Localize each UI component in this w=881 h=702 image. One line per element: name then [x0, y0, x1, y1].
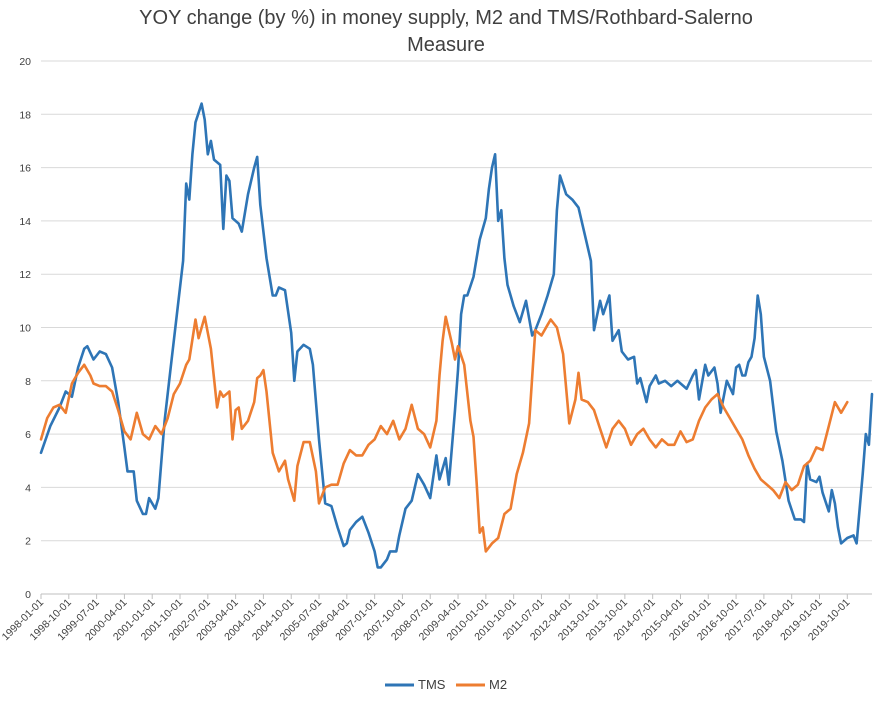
- y-tick-label: 10: [19, 323, 31, 335]
- gridlines: [41, 60, 872, 542]
- y-tick-label: 18: [19, 109, 31, 121]
- y-tick-label: 2: [25, 536, 31, 548]
- y-tick-label: 16: [19, 163, 31, 175]
- y-tick-label: 8: [25, 376, 31, 388]
- y-tick-label: 14: [19, 216, 31, 228]
- y-axis-ticks: 0 2 4 6 8 10 12 14 16 18 20: [19, 56, 31, 601]
- chart-title-line2: Measure: [407, 34, 485, 56]
- y-tick-label: 0: [25, 589, 31, 601]
- legend-label-tms: TMS: [418, 677, 446, 692]
- y-tick-label: 12: [19, 269, 31, 281]
- x-axis: 1998-01-011998-10-011999-07-012000-04-01…: [0, 593, 872, 643]
- y-tick-label: 4: [25, 482, 31, 494]
- series-line-tms: [39, 102, 874, 569]
- chart-title: YOY change (by %) in money supply, M2 an…: [139, 7, 753, 29]
- legend-label-m2: M2: [489, 677, 507, 692]
- series-line-m2: [39, 315, 849, 553]
- series-lines: [39, 102, 874, 569]
- legend: TMS M2: [385, 677, 507, 692]
- y-tick-label: 6: [25, 429, 31, 441]
- y-tick-label: 20: [19, 56, 31, 68]
